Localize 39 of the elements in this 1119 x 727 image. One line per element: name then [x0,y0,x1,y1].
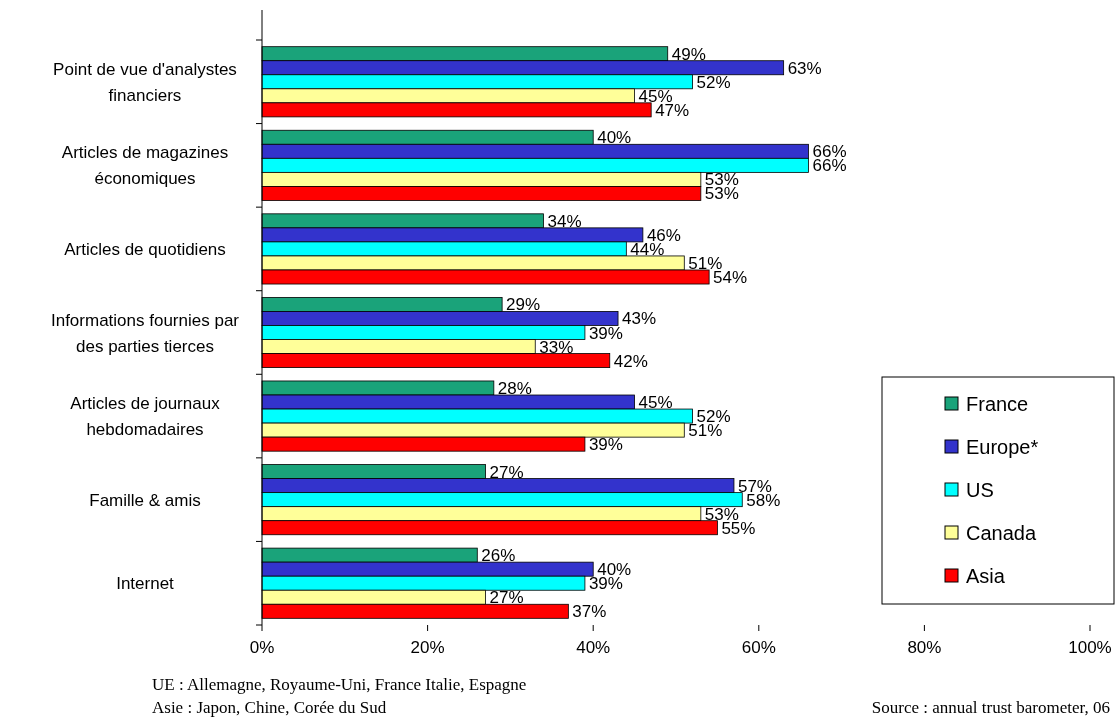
data-label: 33% [539,337,574,357]
legend-label: Europe* [966,436,1039,458]
y-tick-label: Internet [116,574,175,594]
data-label: 63% [787,58,822,78]
data-label: 27% [489,588,524,608]
data-label: 37% [572,602,607,622]
data-label: 28% [497,378,532,398]
data-label: 45% [638,393,673,413]
legend-label: US [966,479,994,501]
text: UE : Allemagne, Royaume-Uni, France Italie, Espagne [152,675,527,694]
x-tick-label: 60% [741,638,776,657]
x-tick-label: 100% [1068,638,1112,657]
source-note: Source : annual trust barometer, 06 [871,698,1110,717]
y-tick-label: Informations fournies par des parties tierces [50,310,240,356]
y-tick-label: Famille & amis [89,490,201,510]
y-tick-label: Articles de journaux hebdomadaires [70,394,221,440]
data-label: 27% [489,462,524,482]
text: Asie : Japon, Chine, Corée du Sud [152,698,387,717]
x-tick-label: 80% [907,638,942,657]
data-label: 42% [613,351,648,371]
data-label: 34% [547,211,582,231]
y-tick-label: Articles de magazines économiques [61,143,229,189]
data-label: 29% [506,295,541,315]
legend-label: Canada [966,522,1037,544]
data-label: 52% [696,72,731,92]
data-label: 54% [713,268,748,288]
data-label: 39% [588,435,623,455]
data-label: 43% [622,309,657,329]
data-label: 40% [597,128,632,148]
y-tick-label: Articles de quotidiens [64,239,226,259]
y-tick-label: Point de vue d'analystes financiers [53,59,237,105]
x-tick-label: 40% [576,638,611,657]
legend-label: France [966,393,1029,415]
data-label: 49% [671,44,706,64]
x-tick-label: 0% [249,638,275,657]
data-label: 39% [588,323,623,343]
data-label: 26% [481,546,516,566]
x-tick-label: 20% [410,638,445,657]
legend-label: Asia [966,565,1006,587]
